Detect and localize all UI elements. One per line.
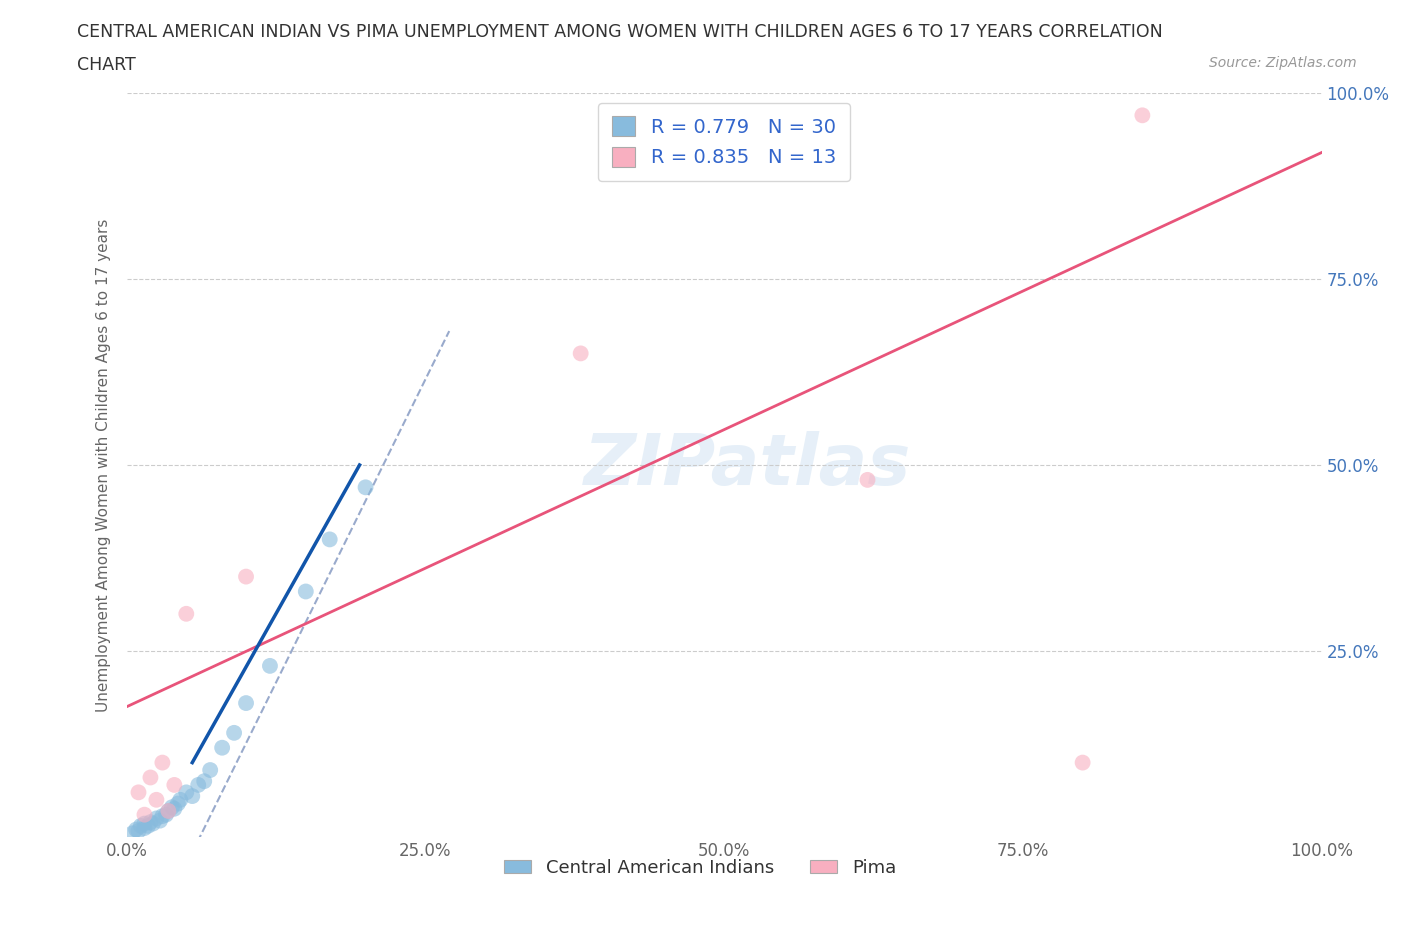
Point <box>235 569 257 584</box>
Point <box>187 777 209 792</box>
Point <box>174 785 197 800</box>
Point <box>134 817 156 831</box>
Point <box>169 792 191 807</box>
Text: CHART: CHART <box>77 56 136 73</box>
Point <box>193 774 215 789</box>
Point <box>127 824 149 839</box>
Point <box>235 696 257 711</box>
Point <box>259 658 281 673</box>
Point <box>150 809 174 824</box>
Text: CENTRAL AMERICAN INDIAN VS PIMA UNEMPLOYMENT AMONG WOMEN WITH CHILDREN AGES 6 TO: CENTRAL AMERICAN INDIAN VS PIMA UNEMPLOY… <box>77 23 1163 41</box>
Point <box>139 770 162 785</box>
Point <box>134 807 156 822</box>
Point <box>134 820 156 835</box>
Point <box>121 826 143 841</box>
Point <box>174 606 197 621</box>
Point <box>569 346 592 361</box>
Point <box>145 811 167 826</box>
Point <box>160 800 183 815</box>
Point <box>1071 755 1094 770</box>
Point <box>181 789 204 804</box>
Point <box>318 532 342 547</box>
Point <box>163 777 186 792</box>
Point <box>139 815 162 830</box>
Point <box>354 480 377 495</box>
Point <box>145 792 167 807</box>
Point <box>129 818 152 833</box>
Point <box>155 807 177 822</box>
Point <box>142 817 165 831</box>
Point <box>222 725 246 740</box>
Point <box>856 472 879 487</box>
Point <box>163 802 186 817</box>
Point <box>200 763 222 777</box>
Point <box>294 584 316 599</box>
Point <box>127 785 149 800</box>
Point <box>150 755 174 770</box>
Text: Source: ZipAtlas.com: Source: ZipAtlas.com <box>1209 56 1357 70</box>
Point <box>167 796 190 811</box>
Point <box>1130 108 1153 123</box>
Point <box>157 804 180 818</box>
Point <box>157 804 180 818</box>
Legend: Central American Indians, Pima: Central American Indians, Pima <box>498 851 903 884</box>
Text: ZIPatlas: ZIPatlas <box>585 431 911 499</box>
Point <box>211 740 233 755</box>
Point <box>125 822 148 837</box>
Y-axis label: Unemployment Among Women with Children Ages 6 to 17 years: Unemployment Among Women with Children A… <box>96 219 111 711</box>
Point <box>149 813 172 828</box>
Point <box>136 818 159 833</box>
